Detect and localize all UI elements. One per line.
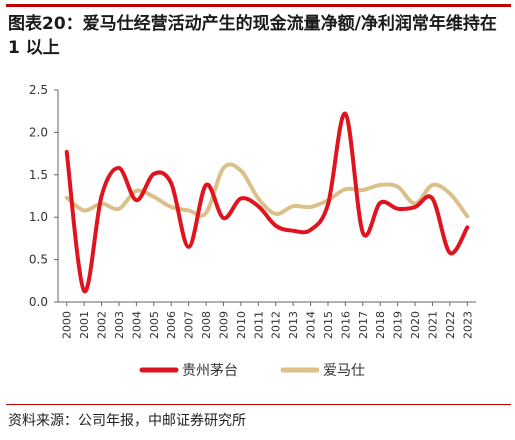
x-tick-label: 2006 <box>165 311 178 339</box>
x-tick-label: 2018 <box>374 311 387 339</box>
series-line-moutai <box>64 111 470 293</box>
x-tick-label: 2003 <box>113 311 126 339</box>
legend-hermes-label: 爱马仕 <box>323 363 365 379</box>
chart-title: 图表20：爱马仕经营活动产生的现金流量净额/净利润常年维持在 1 以上 <box>8 14 497 58</box>
y-tick-label: 1.0 <box>29 210 48 224</box>
x-tick-label: 2014 <box>305 311 318 339</box>
x-tick-label: 2022 <box>444 311 457 339</box>
x-tick-label: 2008 <box>200 311 213 339</box>
source-divider <box>6 404 511 405</box>
line-chart: 0.0 0.5 1.0 1.5 2.0 2.5 2000 2001 2002 2003 2004 20… <box>29 83 476 379</box>
x-tick-label: 2019 <box>392 311 405 339</box>
x-tick-label: 2012 <box>270 311 283 339</box>
x-tick-label: 2021 <box>426 311 439 339</box>
y-tick-label: 1.5 <box>29 168 48 182</box>
x-tick-label: 2013 <box>287 311 300 339</box>
x-tick-label: 2020 <box>409 311 422 339</box>
x-tick-label: 2023 <box>461 311 474 339</box>
y-tick-label: 2.0 <box>29 125 48 139</box>
x-tick-label: 2015 <box>322 311 335 339</box>
series-line-hermes <box>64 162 470 219</box>
x-tick-label: 2011 <box>252 311 265 339</box>
x-tick-label: 2002 <box>96 311 109 339</box>
x-tick-label: 2009 <box>217 311 230 339</box>
y-tick-label: 0.0 <box>29 295 48 309</box>
x-tick-label: 2001 <box>78 311 91 339</box>
x-tick-label: 2007 <box>183 311 196 339</box>
x-tick-label: 2005 <box>148 311 161 339</box>
x-tick-label: 2010 <box>235 311 248 339</box>
x-tick-label: 2017 <box>357 311 370 339</box>
source-note: 资料来源：公司年报，中邮证券研究所 <box>8 413 246 429</box>
y-tick-label: 2.5 <box>29 83 48 97</box>
x-tick-label: 2000 <box>61 311 74 339</box>
legend-moutai-label: 贵州茅台 <box>182 363 238 379</box>
x-tick-label: 2016 <box>339 311 352 339</box>
title-accent-bar <box>6 4 511 7</box>
x-tick-label: 2004 <box>130 311 143 339</box>
y-tick-label: 0.5 <box>29 253 48 267</box>
